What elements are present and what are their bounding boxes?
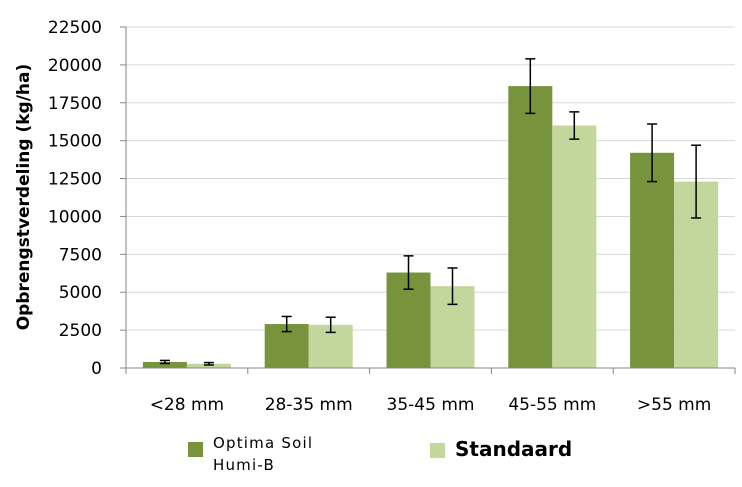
error-bar: [569, 111, 580, 140]
error-bar: [159, 359, 170, 365]
legend-swatch-standaard: [430, 443, 445, 458]
bar-optima: [508, 86, 553, 369]
x-tick-label: 28-35 mm: [265, 395, 353, 415]
gridlines: [126, 26, 735, 331]
error-bar: [203, 361, 214, 366]
y-tick-labels: 0 2500 5000 7500 10000 12500 15000 17500 20000 22…: [48, 18, 126, 379]
bar-standaard: [552, 125, 597, 368]
error-bar: [525, 58, 536, 115]
error-bar: [691, 144, 702, 219]
bar-standaard: [186, 363, 231, 368]
bars: [142, 86, 719, 369]
y-tick-label: 20000: [48, 56, 102, 76]
y-tick-label: 15000: [48, 132, 102, 152]
bar-optima: [630, 152, 675, 368]
y-tick-label: 10000: [48, 207, 102, 227]
bar-chart: 0 2500 5000 7500 10000 12500 15000 17500 20000 22…: [14, 18, 736, 415]
x-tick-label: 35-45 mm: [387, 395, 475, 415]
error-bars: [159, 58, 702, 366]
x-tick-labels: <28 mm 28-35 mm 35-45 mm 45-55 mm >55 mm: [125, 368, 736, 415]
x-tick-label: 45-55 mm: [508, 395, 596, 415]
error-bar: [447, 267, 458, 306]
y-tick-label: 17500: [48, 94, 102, 114]
legend: Optima Soil Humi-B Standaard: [188, 432, 608, 484]
y-axis-label: Opbrengstverdeling (kg/ha): [14, 64, 34, 331]
x-tick-label: >55 mm: [637, 395, 711, 415]
y-tick-label: 0: [91, 359, 102, 379]
y-tick-label: 5000: [59, 283, 102, 303]
y-tick-label: 22500: [48, 18, 102, 38]
legend-swatch-optima: [188, 442, 203, 457]
y-tick-label: 2500: [59, 321, 102, 341]
error-bar: [281, 315, 292, 333]
axes: [125, 27, 735, 369]
legend-label-standaard: Standaard: [455, 437, 573, 461]
bar-optima: [142, 361, 187, 368]
legend-item-optima: Optima Soil Humi-B: [188, 432, 363, 476]
legend-label-optima: Optima Soil Humi-B: [213, 434, 314, 474]
y-tick-label: 12500: [48, 170, 102, 190]
error-bar: [403, 255, 414, 290]
error-bar: [325, 316, 336, 334]
y-tick-label: 7500: [59, 245, 102, 265]
legend-item-standaard: Standaard: [430, 436, 572, 462]
error-bar: [647, 123, 658, 183]
x-tick-label: <28 mm: [150, 395, 224, 415]
